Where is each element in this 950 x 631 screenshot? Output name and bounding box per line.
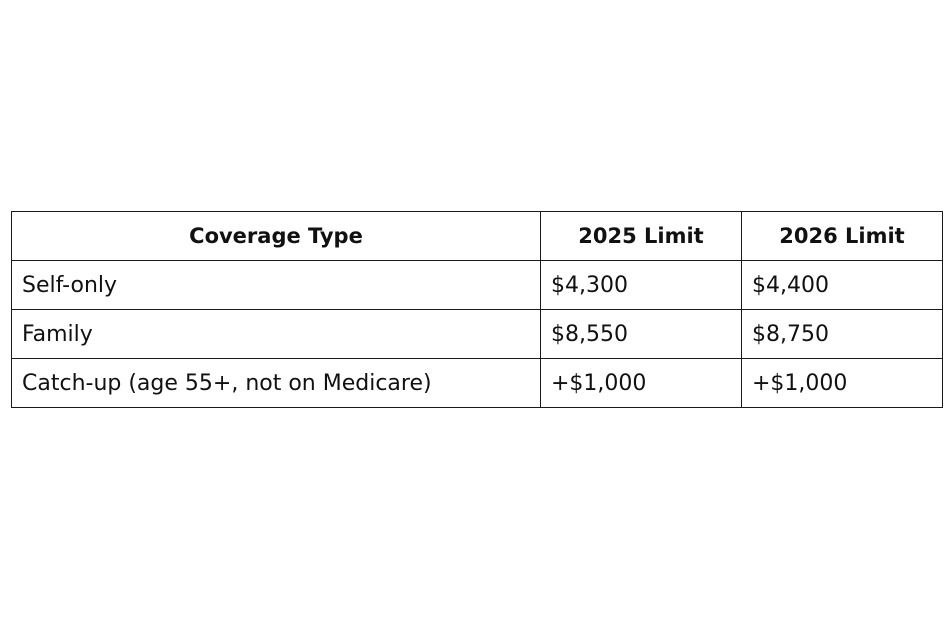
coverage-type-cell: Catch-up (age 55+, not on Medicare): [11, 358, 541, 408]
table-row: Self-only $4,300 $4,400: [11, 260, 943, 310]
limit-2026-cell: $4,400: [741, 260, 943, 310]
header-2025-limit: 2025 Limit: [540, 211, 742, 261]
limit-2026-cell: +$1,000: [741, 358, 943, 408]
table-header-row: Coverage Type 2025 Limit 2026 Limit: [11, 211, 943, 261]
table-row: Catch-up (age 55+, not on Medicare) +$1,…: [11, 358, 943, 408]
header-coverage-type: Coverage Type: [11, 211, 541, 261]
contribution-limits-table: Coverage Type 2025 Limit 2026 Limit Self…: [11, 211, 943, 408]
limit-2025-cell: $4,300: [540, 260, 742, 310]
coverage-type-cell: Self-only: [11, 260, 541, 310]
coverage-type-cell: Family: [11, 309, 541, 359]
limit-2026-cell: $8,750: [741, 309, 943, 359]
table-row: Family $8,550 $8,750: [11, 309, 943, 359]
limit-2025-cell: $8,550: [540, 309, 742, 359]
limit-2025-cell: +$1,000: [540, 358, 742, 408]
header-2026-limit: 2026 Limit: [741, 211, 943, 261]
